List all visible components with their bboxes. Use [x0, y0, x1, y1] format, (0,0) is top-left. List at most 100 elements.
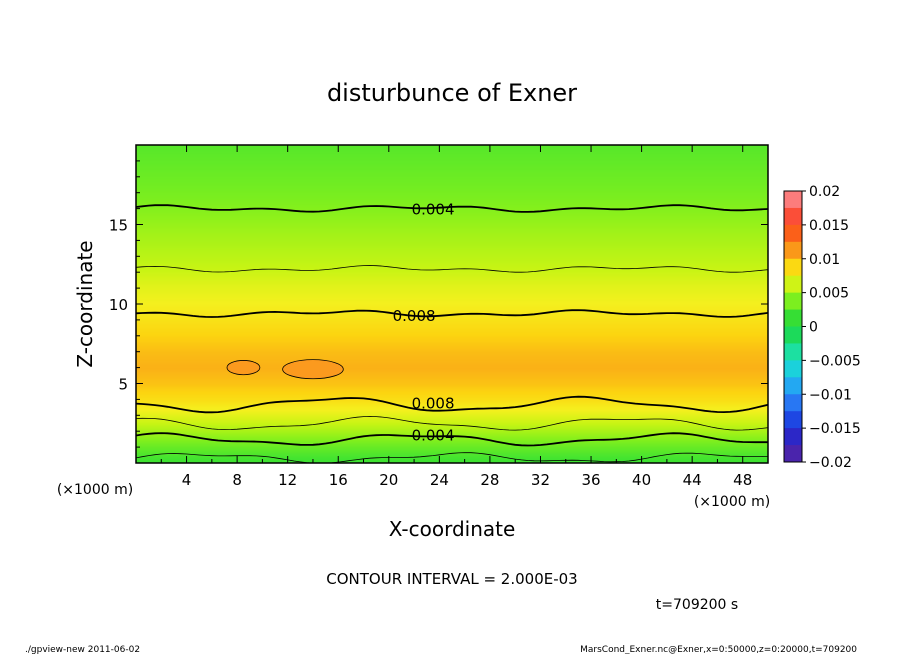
field-strip	[136, 390, 768, 394]
field-strip	[136, 258, 768, 262]
field-strip	[136, 248, 768, 252]
colorbar-swatch	[784, 275, 802, 294]
field-strip	[136, 310, 768, 314]
colorbar-tick-label: −0.015	[809, 421, 861, 437]
field-strip	[136, 146, 768, 150]
colorbar-tick-label: −0.005	[809, 353, 861, 369]
colorbar-swatch	[784, 224, 802, 243]
field-strip	[136, 168, 768, 172]
field-strip	[136, 424, 768, 428]
field-strip	[136, 190, 768, 194]
field-strip	[136, 396, 768, 400]
field-strip	[136, 240, 768, 244]
x-tick-label: 32	[531, 471, 550, 489]
field-strip	[136, 406, 768, 410]
colorbar-tick-label: 0	[809, 320, 818, 336]
colorbar-swatch	[784, 326, 802, 344]
field-strip	[136, 178, 768, 182]
field-strip	[136, 214, 768, 218]
y-tick-label: 15	[109, 217, 128, 235]
y-unit-label: (×1000 m)	[57, 482, 133, 498]
field-strip	[136, 282, 768, 286]
field-strip	[136, 222, 768, 226]
contour-interval: CONTOUR INTERVAL = 2.000E-03	[326, 570, 577, 588]
x-tick-label: 36	[581, 471, 600, 489]
field-strip	[136, 234, 768, 238]
field-strip	[136, 158, 768, 162]
field-strip	[136, 322, 768, 326]
x-tick-label: 40	[632, 471, 651, 489]
field-strip	[136, 374, 768, 378]
field-strip	[136, 452, 768, 456]
field-strip	[136, 242, 768, 246]
field-strip	[136, 276, 768, 280]
field-strip	[136, 382, 768, 386]
field-strip	[136, 370, 768, 374]
field-strip	[136, 378, 768, 382]
colorbar-swatch	[784, 428, 802, 446]
colorbar-swatch	[784, 241, 802, 260]
field-strip	[136, 302, 768, 306]
field-strip	[136, 294, 768, 298]
field-strip	[136, 170, 768, 174]
field-strip	[136, 330, 768, 334]
field-strip	[136, 352, 768, 356]
colorbar-swatch	[784, 343, 802, 361]
field-strip	[136, 342, 768, 346]
field-strip	[136, 202, 768, 206]
field-strip	[136, 376, 768, 380]
field-strip	[136, 318, 768, 322]
field-strip	[136, 360, 768, 364]
footer-right: MarsCond_Exner.nc@Exner,x=0:50000,z=0:20…	[580, 645, 857, 654]
contour-lines	[136, 204, 768, 463]
field-strip	[136, 454, 768, 458]
field-strip	[136, 420, 768, 424]
x-tick-label: 24	[430, 471, 449, 489]
field-strip	[136, 186, 768, 190]
x-axis-label: X-coordinate	[389, 517, 516, 541]
field-strip	[136, 152, 768, 156]
colorbar-swatch	[784, 411, 802, 429]
field-strip	[136, 438, 768, 442]
field-strip	[136, 448, 768, 452]
colorbar-swatch	[784, 445, 802, 463]
x-tick-label: 16	[329, 471, 348, 489]
peak-contour	[282, 359, 344, 380]
field-strip	[136, 244, 768, 248]
field-strip	[136, 402, 768, 406]
field-strip	[136, 308, 768, 312]
field-strip	[136, 172, 768, 176]
field-strip	[136, 280, 768, 284]
field-strip	[136, 456, 768, 460]
field-strip	[136, 450, 768, 454]
field-strip	[136, 200, 768, 204]
contour-line	[136, 265, 768, 273]
colorbar-tick-label: 0.005	[809, 286, 849, 302]
field-strip	[136, 416, 768, 420]
field-strip	[136, 296, 768, 300]
field-strip	[136, 334, 768, 338]
field-strip	[136, 338, 768, 342]
field-strip	[136, 288, 768, 292]
x-tick-label: 4	[182, 471, 192, 489]
field-strip	[136, 362, 768, 366]
field-strip	[136, 344, 768, 348]
field-strip	[136, 400, 768, 404]
field-strip	[136, 404, 768, 408]
colorbar-swatch	[784, 394, 802, 412]
field-strip	[136, 316, 768, 320]
field-strip	[136, 388, 768, 392]
field-strip	[136, 444, 768, 448]
colorbar-tick-label: 0.01	[809, 252, 840, 268]
field-strip	[136, 250, 768, 254]
field-strip	[136, 356, 768, 360]
colorbar-swatch	[784, 258, 802, 277]
contour-label: 0.004	[412, 201, 455, 219]
field-strip	[136, 298, 768, 302]
field-strip	[136, 304, 768, 308]
contour-line	[136, 415, 768, 431]
field-strip	[136, 436, 768, 440]
field-strip	[136, 392, 768, 396]
field-strip	[136, 274, 768, 278]
